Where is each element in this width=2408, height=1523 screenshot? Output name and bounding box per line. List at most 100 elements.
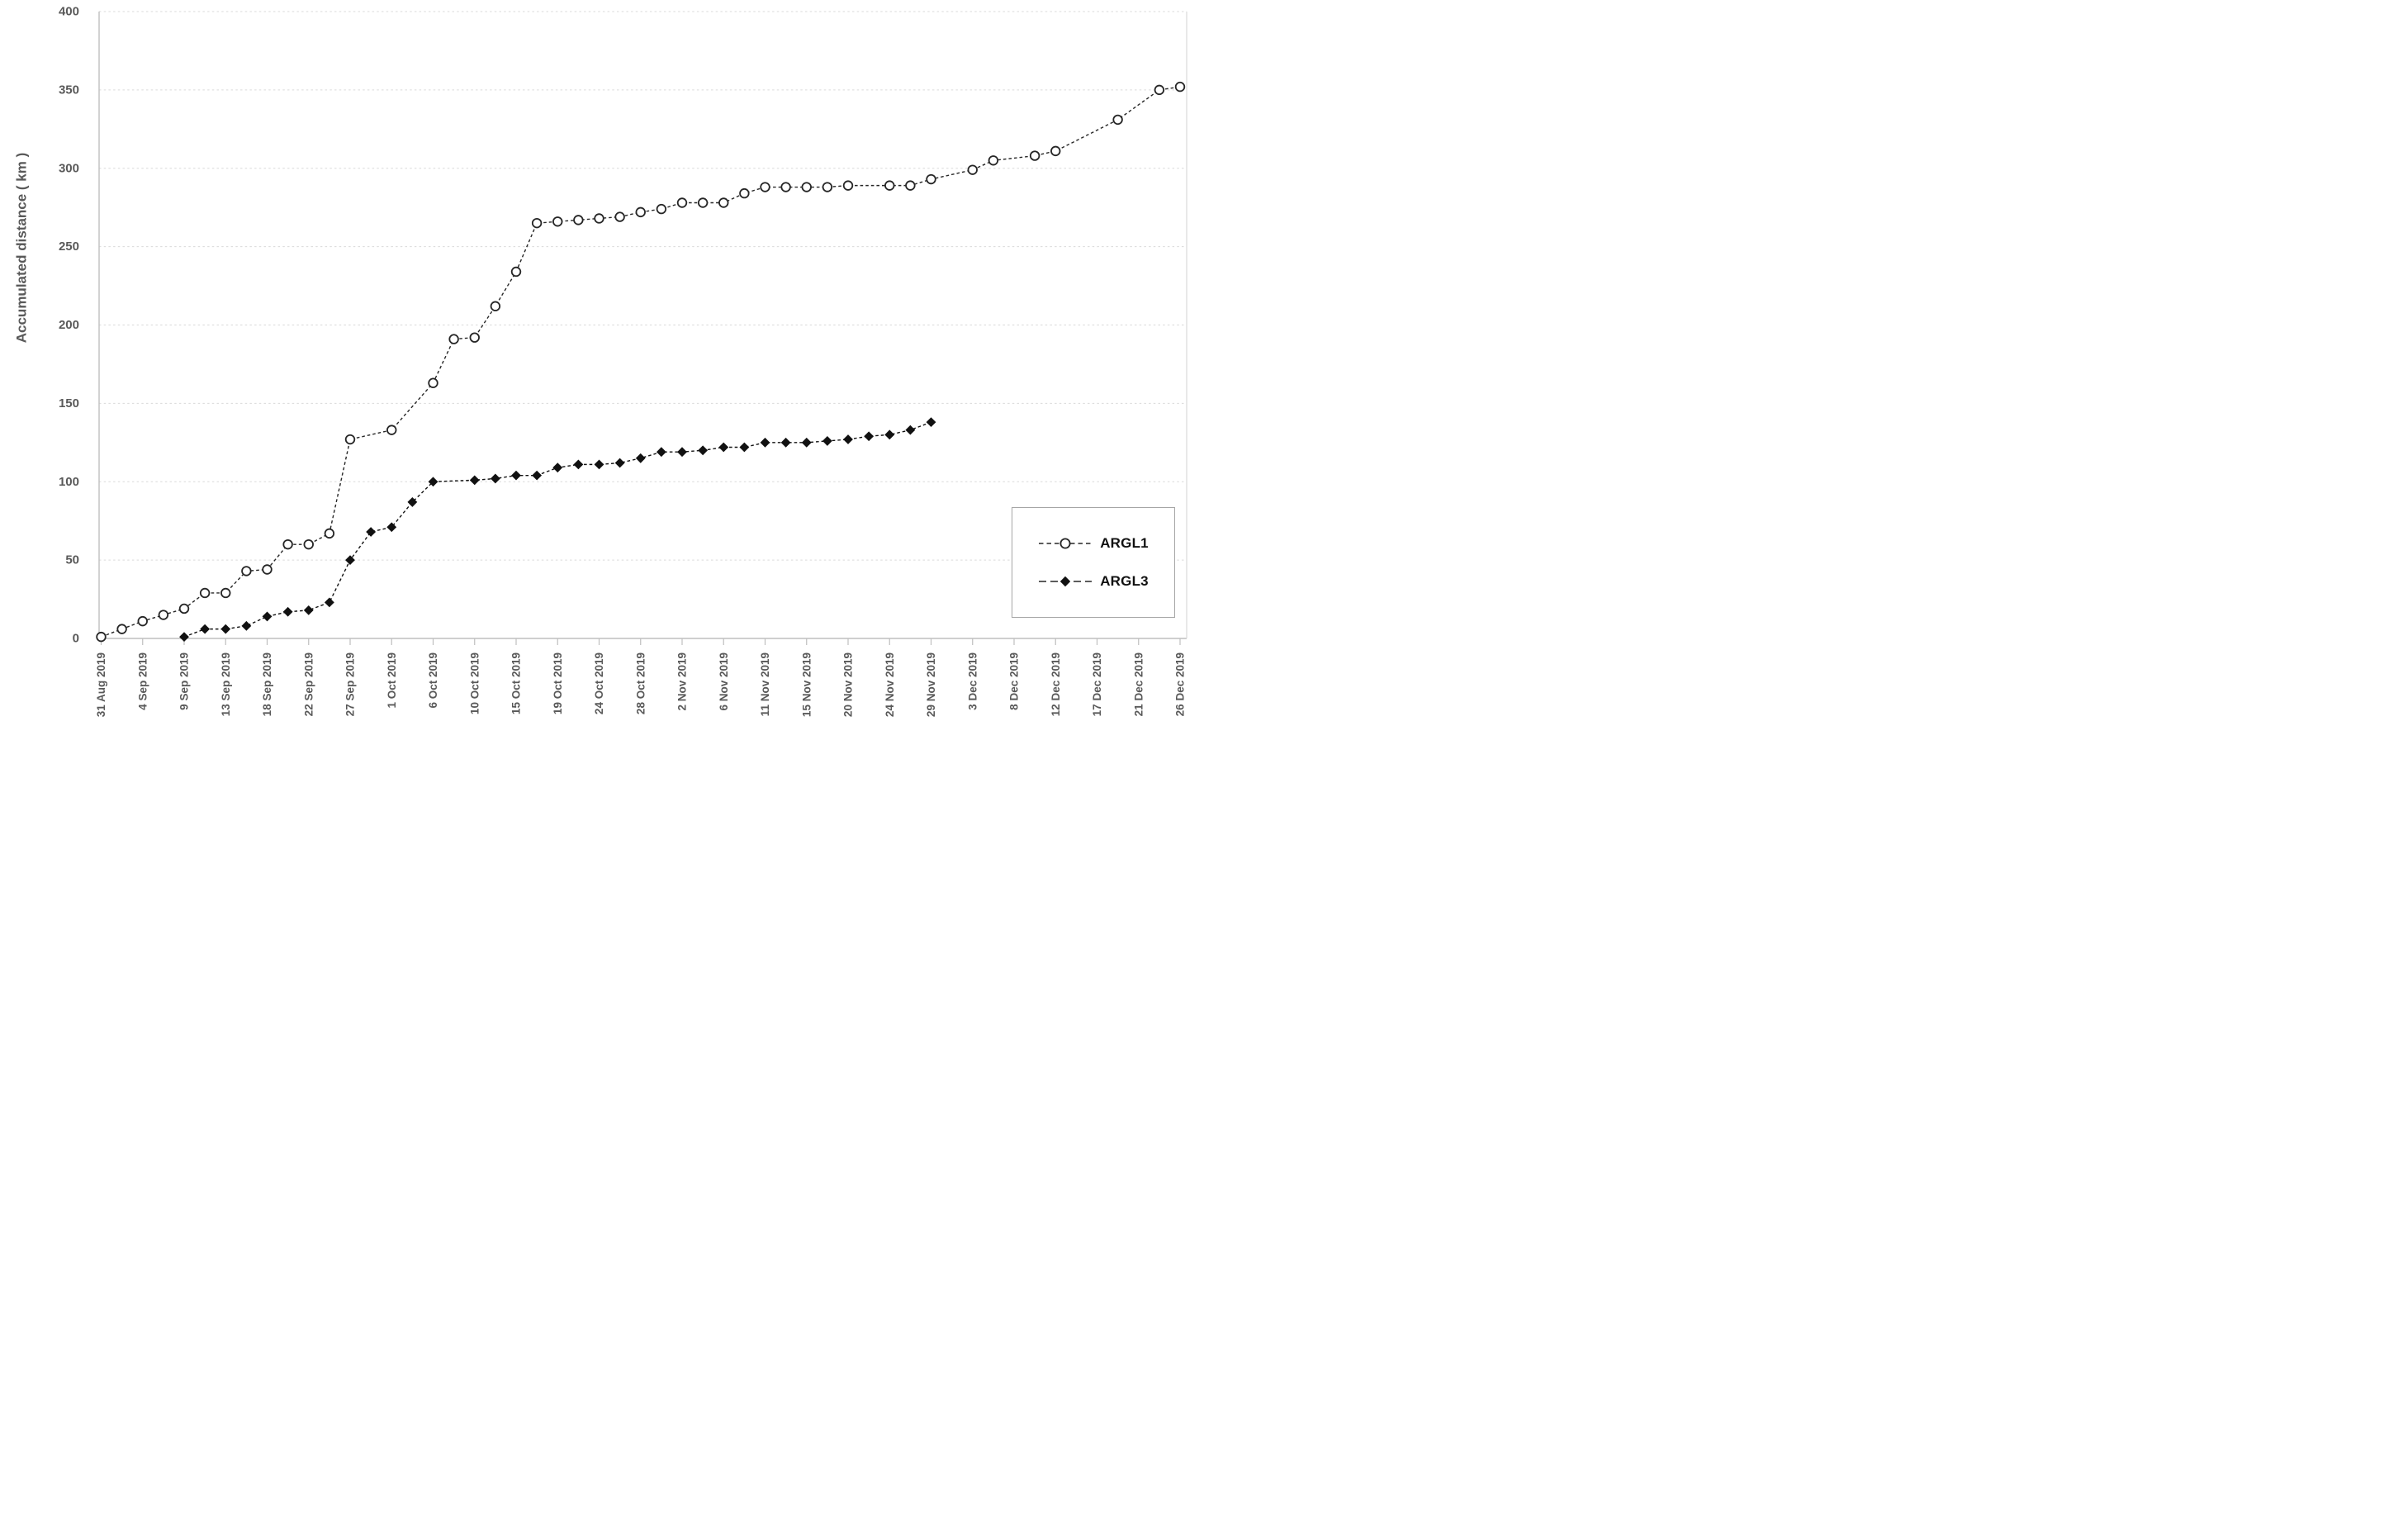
chart-page: 0 50 100 150 200 250 300 350 400 31 Aug 2019 4 Sep… (0, 0, 1204, 762)
y-tick-label: 50 (65, 553, 79, 567)
x-tick-label: 15 Nov 2019 (800, 652, 813, 717)
x-tick-label: 15 Oct 2019 (510, 652, 523, 714)
x-tick-label: 24 Oct 2019 (593, 652, 605, 714)
data-point-argl3 (760, 437, 770, 448)
data-point-argl3 (656, 447, 666, 458)
data-point-argl3 (884, 429, 895, 440)
data-point-argl1 (739, 187, 750, 199)
data-point-argl1 (967, 164, 978, 175)
data-point-argl3 (407, 497, 418, 507)
x-tick-label: 21 Dec 2019 (1132, 652, 1145, 716)
data-point-argl3 (220, 624, 231, 634)
data-point-argl1 (158, 610, 169, 620)
data-point-argl3 (614, 458, 625, 468)
data-point-argl1 (1112, 114, 1123, 126)
data-point-argl1 (282, 539, 293, 550)
data-point-argl3 (739, 442, 750, 453)
data-point-argl1 (531, 217, 543, 229)
data-point-argl3 (926, 417, 936, 428)
data-point-argl3 (428, 477, 438, 487)
data-point-argl3 (179, 632, 189, 643)
x-tick-label: 31 Aug 2019 (95, 652, 107, 717)
data-point-argl1 (988, 155, 999, 166)
x-tick-label: 10 Oct 2019 (468, 652, 481, 714)
x-tick-label: 2 Nov 2019 (676, 652, 689, 711)
y-axis-title: Accumulated distance ( km ) (14, 153, 30, 344)
data-point-argl3 (864, 431, 875, 442)
data-point-argl1 (241, 566, 252, 576)
data-point-argl1 (178, 603, 190, 614)
y-tick-label: 150 (59, 396, 79, 410)
data-point-argl1 (884, 180, 895, 191)
data-point-argl3 (718, 442, 729, 453)
data-point-argl1 (635, 206, 646, 218)
x-tick-label: 20 Nov 2019 (842, 652, 855, 717)
x-tick-label: 1 Oct 2019 (386, 652, 398, 709)
data-point-argl3 (552, 463, 563, 473)
data-point-argl1 (1029, 150, 1040, 161)
data-point-argl1 (137, 615, 148, 627)
y-tick-label: 200 (59, 318, 79, 332)
y-tick-label: 250 (59, 240, 79, 254)
y-tick-label: 350 (59, 83, 79, 97)
data-point-argl3 (262, 611, 273, 622)
legend-item-argl1: ARGL1 (1012, 535, 1174, 552)
data-point-argl1 (842, 180, 854, 191)
x-tick-label: 26 Dec 2019 (1174, 652, 1187, 716)
x-tick-label: 8 Dec 2019 (1008, 652, 1021, 710)
data-point-argl1 (96, 631, 107, 643)
data-point-argl1 (324, 528, 335, 539)
data-point-argl1 (386, 425, 397, 435)
data-point-argl1 (801, 182, 812, 192)
data-point-argl1 (573, 215, 584, 225)
x-tick-label: 27 Sep 2019 (344, 652, 357, 716)
data-point-argl3 (324, 597, 334, 608)
x-tick-label: 29 Nov 2019 (925, 652, 937, 717)
data-point-argl1 (262, 564, 273, 575)
y-tick-label: 100 (59, 475, 79, 489)
x-tick-label: 6 Nov 2019 (718, 652, 730, 711)
data-point-argl3 (386, 522, 397, 533)
argl3-marker-icon (1039, 576, 1093, 587)
data-point-argl1 (780, 182, 791, 192)
x-tick-label: 22 Sep 2019 (302, 652, 315, 716)
data-point-argl1 (926, 173, 936, 185)
y-tick-label: 400 (59, 5, 79, 19)
data-point-argl3 (282, 606, 293, 617)
data-point-argl1 (510, 266, 522, 278)
data-point-argl1 (469, 332, 480, 343)
data-point-argl3 (635, 453, 646, 463)
series-line-argl3 (183, 421, 931, 638)
data-point-argl1 (490, 301, 501, 311)
data-point-argl1 (1050, 145, 1061, 157)
data-point-argl3 (573, 459, 584, 470)
data-point-argl3 (469, 475, 480, 486)
data-point-argl1 (718, 197, 729, 208)
data-point-argl3 (801, 437, 812, 448)
data-point-argl3 (532, 470, 543, 481)
data-point-argl3 (241, 620, 252, 631)
legend-label-argl3: ARGL3 (1100, 573, 1149, 590)
data-point-argl1 (905, 180, 916, 191)
data-point-argl1 (760, 182, 770, 192)
data-point-argl3 (843, 434, 853, 444)
x-tick-label: 4 Sep 2019 (136, 652, 149, 710)
y-tick-label: 0 (73, 632, 79, 646)
data-point-argl3 (200, 624, 211, 634)
data-point-argl3 (905, 425, 916, 435)
legend: ARGL1 ARGL3 (1012, 507, 1175, 618)
x-tick-label: 12 Dec 2019 (1050, 652, 1062, 716)
data-point-argl3 (594, 459, 604, 470)
data-point-argl1 (552, 216, 563, 227)
x-tick-label: 6 Oct 2019 (427, 652, 439, 709)
data-point-argl3 (366, 527, 377, 537)
x-tick-label: 13 Sep 2019 (220, 652, 232, 716)
legend-item-argl3: ARGL3 (1012, 573, 1174, 590)
data-point-argl3 (303, 605, 314, 615)
x-tick-label: 3 Dec 2019 (966, 652, 979, 710)
data-point-argl3 (822, 436, 832, 446)
data-point-argl1 (594, 213, 604, 224)
data-point-argl1 (697, 197, 709, 208)
data-point-argl1 (199, 587, 211, 599)
data-point-argl1 (1174, 81, 1186, 93)
